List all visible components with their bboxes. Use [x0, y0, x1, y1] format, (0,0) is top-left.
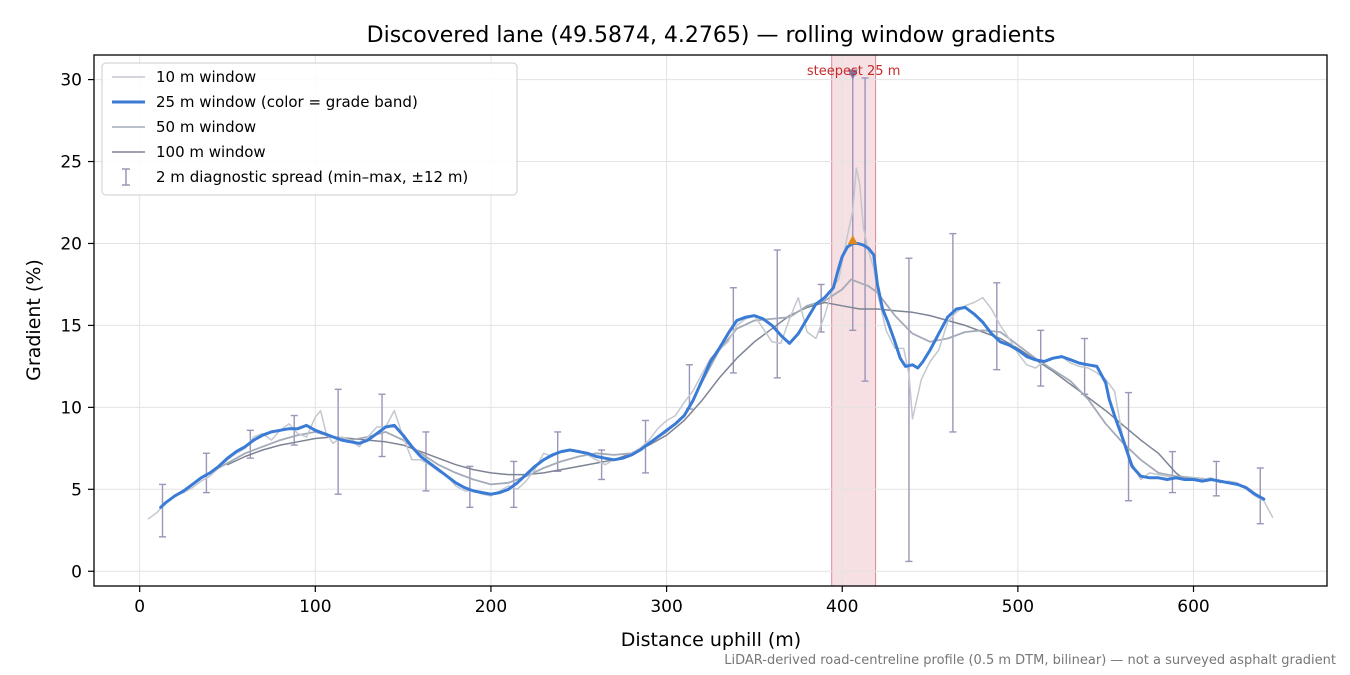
diagnostic-errorbar — [949, 232, 957, 433]
series-25m-window — [159, 242, 1266, 509]
diagnostic-errorbar — [773, 249, 781, 379]
x-tick-label: 300 — [650, 597, 682, 617]
steepest-segment-highlight — [831, 54, 877, 587]
diagnostic-errorbar — [1212, 460, 1220, 497]
series-10m-window — [147, 167, 1274, 520]
legend: 10 m window 25 m window (color = grade b… — [101, 62, 518, 196]
peak-gradient-marker — [847, 235, 858, 245]
legend-swatch-errorbar — [122, 168, 130, 186]
diagnostic-errorbar — [466, 465, 474, 509]
diagnostic-errorbar — [861, 77, 869, 382]
diagnostic-errorbar — [729, 287, 737, 374]
legend-label-errorbar: 2 m diagnostic spread (min–max, ±12 m) — [156, 168, 468, 186]
steepest-band — [831, 54, 877, 587]
diagnostic-errorbar — [598, 449, 606, 481]
diagnostic-errorbar — [1037, 329, 1045, 387]
x-tick-label: 200 — [475, 597, 507, 617]
legend-label-100m: 100 m window — [156, 143, 266, 161]
y-tick-label: 10 — [60, 398, 82, 418]
diagnostic-errorbar — [378, 393, 386, 458]
diagnostic-errorbar — [1125, 391, 1133, 502]
chart-title: Discovered lane (49.5874, 4.2765) — roll… — [367, 23, 1056, 48]
x-tick-label: 100 — [299, 597, 331, 617]
x-axis-label: Distance uphill (m) — [621, 629, 801, 651]
diagnostic-errorbar — [1168, 450, 1176, 494]
plot-frame — [93, 54, 1328, 587]
legend-label-50m: 50 m window — [156, 118, 256, 136]
y-tick-label: 0 — [71, 562, 82, 582]
x-tick-label: 400 — [826, 597, 858, 617]
y-tick-label: 5 — [71, 480, 82, 500]
x-tick-label: 0 — [134, 597, 145, 617]
diagnostic-errorbar — [334, 388, 342, 495]
footnote: LiDAR-derived road-centreline profile (0… — [724, 653, 1336, 668]
legend-label-10m: 10 m window — [156, 68, 256, 86]
series-lines — [147, 73, 1274, 563]
y-axis-label: Gradient (%) — [23, 259, 45, 381]
x-tick-label: 600 — [1177, 597, 1209, 617]
diagnostic-errorbar — [905, 257, 913, 563]
diagnostic-errorbar — [159, 483, 166, 538]
x-axis-ticks: 0 100 200 300 400 500 600 — [134, 586, 1210, 617]
legend-label-25m: 25 m window (color = grade band) — [156, 93, 418, 111]
steepest-segment-label: steepest 25 m — [807, 64, 900, 79]
y-tick-label: 15 — [60, 316, 82, 336]
y-tick-label: 25 — [60, 153, 82, 173]
spread-max-marker — [847, 69, 858, 80]
x-tick-label: 500 — [1002, 597, 1034, 617]
diagnostic-errorbar — [993, 282, 1001, 371]
y-axis-ticks: 0 5 10 15 20 25 30 — [60, 71, 94, 582]
y-tick-label: 20 — [60, 234, 82, 254]
legend-box — [101, 62, 518, 196]
y-tick-label: 30 — [60, 71, 82, 91]
diagnostic-errorbar — [202, 452, 210, 494]
peak-markers — [847, 69, 858, 245]
